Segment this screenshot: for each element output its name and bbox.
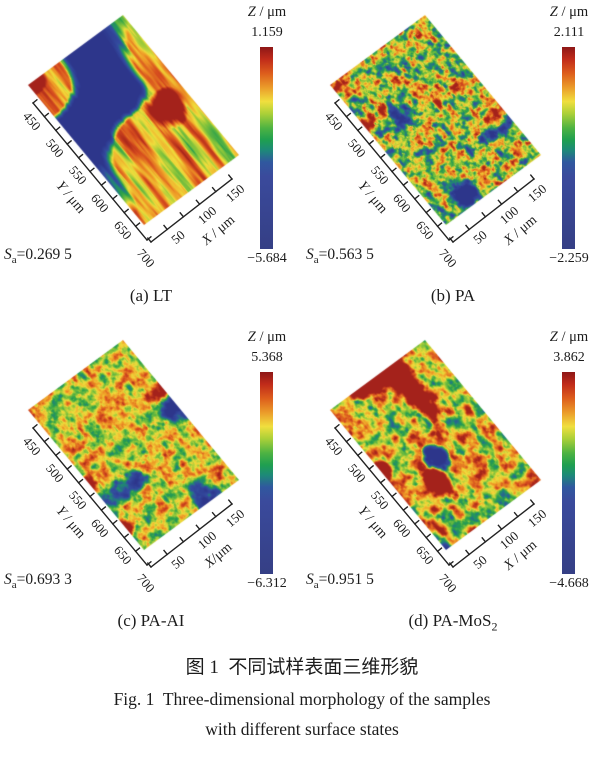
colorbar-title: Z / μm [230,329,304,346]
colorbar-gradient [260,47,273,249]
panel-caption-text: (d) PA-MoS [408,611,492,630]
sa-roughness-value: Sa=0.563 5 [306,246,374,266]
colorbar-variable: Z [549,329,558,345]
colorbar-variable: Z [247,4,256,20]
colorbar-variable: Z [549,4,558,20]
figure-caption-english-line1: Fig. 1 Three-dimensional morphology of t… [113,689,491,709]
colorbar-max-value: 5.368 [251,350,283,365]
panel-c: Y / μm X/μm 450 500 550 600 650 700 50 100 150 Z… [0,325,302,643]
panel-a: Y / μm X / μm 450 500 550 600 650 700 50 100 150… [0,0,302,318]
sa-roughness-value: Sa=0.951 5 [306,571,374,591]
sa-number: =0.951 5 [318,571,374,588]
colorbar-title: Z / μm [532,329,604,346]
colorbar-title: Z / μm [230,4,304,21]
colorbar-variable: Z [247,329,256,345]
colorbar-min-value: −6.312 [247,576,287,591]
surface-plot-b: Y / μm X / μm 450 500 550 600 650 700 50 100 150 [302,0,604,275]
sa-subscript: a [313,579,319,592]
figure-caption-english-line2: with different surface states [205,719,399,739]
panel-caption-text: (a) LT [129,286,173,305]
panel-caption-b: (b) PA [302,286,604,309]
panel-b: Y / μm X / μm 450 500 550 600 650 700 50 100 150… [302,0,604,318]
colorbar-min-value: −5.684 [247,251,287,266]
colorbar-unit: / μm [557,4,589,20]
sa-subscript: a [11,254,17,267]
colorbar-max-value: 3.862 [553,350,585,365]
colorbar-unit: / μm [255,4,287,20]
colorbar-gradient [562,47,575,249]
panel-d: Y / μm X / μm 450 500 550 600 650 700 50 100 150… [302,325,604,643]
sa-symbol: S [4,246,12,263]
colorbar-title: Z / μm [532,4,604,21]
panel-caption-text: (b) PA [430,286,476,305]
colorbar-unit: / μm [557,329,589,345]
surface-plot-c: Y / μm X/μm 450 500 550 600 650 700 50 100 150 [0,325,302,600]
colorbar-min-value: −2.259 [549,251,589,266]
sa-roughness-value: Sa=0.269 5 [4,246,72,266]
sa-subscript: a [11,579,17,592]
colorbar-gradient [562,372,575,574]
sa-number: =0.693 3 [16,571,72,588]
panel-caption-subscript: 2 [491,619,498,634]
colorbar-min-value: −4.668 [549,576,589,591]
sa-symbol: S [306,246,314,263]
sa-number: =0.269 5 [16,246,72,263]
panel-caption-c: (c) PA-AI [0,611,302,634]
figure-caption: 图 1 不同试样表面三维形貌 Fig. 1 Three-dimensional … [0,652,604,744]
sa-roughness-value: Sa=0.693 3 [4,571,72,591]
surface-plot-d: Y / μm X / μm 450 500 550 600 650 700 50 100 150 [302,325,604,600]
sa-subscript: a [313,254,319,267]
panel-caption-text: (c) PA-AI [117,611,185,630]
colorbar-gradient [260,372,273,574]
surface-plot-a: Y / μm X / μm 450 500 550 600 650 700 50 100 150 [0,0,302,275]
colorbar-unit: / μm [255,329,287,345]
sa-symbol: S [4,571,12,588]
panel-caption-d: (d) PA-MoS2 [302,611,604,634]
figure-caption-chinese: 图 1 不同试样表面三维形貌 [185,657,419,678]
panel-caption-a: (a) LT [0,286,302,309]
colorbar-max-value: 1.159 [251,25,283,40]
sa-symbol: S [306,571,314,588]
colorbar-max-value: 2.111 [553,25,585,40]
sa-number: =0.563 5 [318,246,374,263]
